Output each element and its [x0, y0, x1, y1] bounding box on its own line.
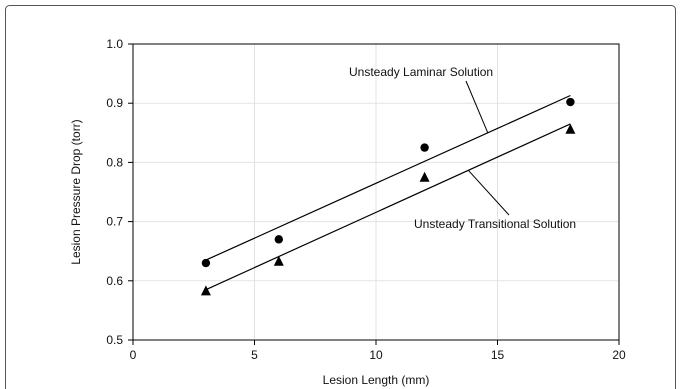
y-axis-label: Lesion Pressure Drop (torr) — [69, 119, 83, 264]
y-tick-label: 0.5 — [106, 333, 123, 347]
triangle-point — [201, 285, 211, 295]
grid — [133, 44, 619, 340]
triangle-point — [420, 172, 430, 182]
y-tick-label: 0.6 — [106, 274, 123, 288]
circle-point — [566, 98, 574, 106]
y-tick-label: 0.8 — [106, 155, 123, 169]
annotation-transitional: Unsteady Transitional Solution — [414, 217, 576, 231]
annotation-laminar: Unsteady Laminar Solution — [349, 65, 493, 79]
callout-leader-transitional — [468, 170, 509, 215]
circle-point — [420, 143, 428, 151]
fit-lines — [206, 96, 571, 290]
y-tick-label: 0.9 — [106, 96, 123, 110]
data-points — [201, 98, 576, 296]
y-tick-label: 1.0 — [106, 37, 123, 51]
x-tick-label: 5 — [251, 348, 258, 362]
fit-line-transitional — [206, 124, 571, 290]
outer-border — [6, 6, 676, 389]
y-tick-label: 0.7 — [106, 215, 123, 229]
x-tick-label: 15 — [491, 348, 505, 362]
fit-line-laminar — [206, 96, 571, 261]
x-tick-label: 20 — [612, 348, 626, 362]
circle-point — [202, 259, 210, 267]
x-axis-label: Lesion Length (mm) — [323, 373, 430, 387]
ticks: 0 5 10 15 20 0.5 0.6 0.7 0.8 0.9 1.0 — [106, 37, 626, 362]
triangle-point — [274, 256, 284, 266]
circle-point — [275, 235, 283, 243]
x-tick-label: 0 — [130, 348, 137, 362]
x-tick-label: 10 — [369, 348, 383, 362]
callout-leader-laminar — [466, 81, 488, 133]
